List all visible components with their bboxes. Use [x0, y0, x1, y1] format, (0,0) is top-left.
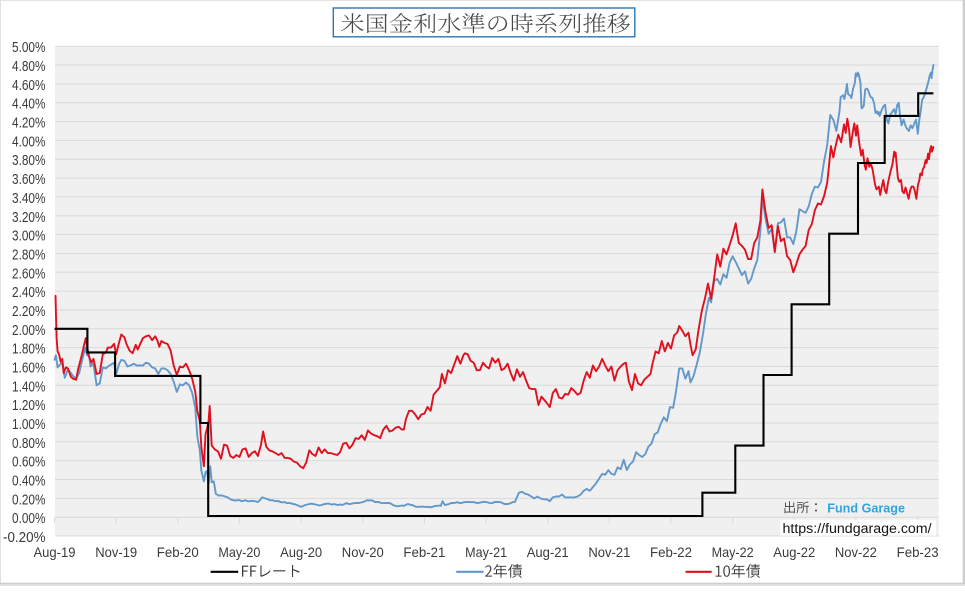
svg-text:3.80%: 3.80%: [12, 153, 46, 169]
svg-text:1.00%: 1.00%: [12, 417, 46, 433]
svg-text:Nov-21: Nov-21: [588, 544, 630, 560]
svg-text:Aug-20: Aug-20: [280, 544, 322, 560]
svg-text:2.00%: 2.00%: [12, 323, 46, 339]
svg-text:1.20%: 1.20%: [12, 398, 46, 414]
svg-text:0.40%: 0.40%: [12, 474, 46, 490]
svg-text:Fund Garage: Fund Garage: [827, 501, 905, 515]
svg-text:Feb-22: Feb-22: [650, 544, 692, 560]
svg-text:Nov-22: Nov-22: [835, 544, 877, 560]
svg-text:2.40%: 2.40%: [12, 285, 46, 301]
svg-text:Feb-21: Feb-21: [403, 544, 445, 560]
svg-text:1.80%: 1.80%: [12, 342, 46, 358]
svg-text:Feb-20: Feb-20: [157, 544, 199, 560]
svg-text:Nov-19: Nov-19: [95, 544, 137, 560]
svg-text:0.00%: 0.00%: [12, 511, 46, 527]
svg-text:3.20%: 3.20%: [12, 210, 46, 226]
svg-text:4.40%: 4.40%: [12, 97, 46, 113]
svg-text:3.00%: 3.00%: [12, 229, 46, 245]
svg-text:1.40%: 1.40%: [12, 379, 46, 395]
svg-text:2.20%: 2.20%: [12, 304, 46, 320]
svg-text:3.40%: 3.40%: [12, 191, 46, 207]
svg-text:5.00%: 5.00%: [12, 40, 46, 56]
svg-text:4.60%: 4.60%: [12, 78, 46, 94]
svg-text:https://fundgarage.com/: https://fundgarage.com/: [783, 521, 932, 537]
svg-text:-0.20%: -0.20%: [3, 530, 46, 546]
svg-text:Aug-21: Aug-21: [527, 544, 569, 560]
svg-text:Nov-20: Nov-20: [342, 544, 384, 560]
svg-text:4.20%: 4.20%: [12, 116, 46, 132]
svg-text:1.60%: 1.60%: [12, 361, 46, 377]
svg-text:May-21: May-21: [465, 544, 507, 560]
svg-text:3.60%: 3.60%: [12, 172, 46, 188]
svg-text:Aug-19: Aug-19: [34, 544, 76, 560]
svg-text:Aug-22: Aug-22: [773, 544, 815, 560]
svg-text:May-22: May-22: [712, 544, 754, 560]
svg-text:0.80%: 0.80%: [12, 436, 46, 452]
svg-text:0.60%: 0.60%: [12, 455, 46, 471]
svg-text:May-20: May-20: [218, 544, 260, 560]
svg-text:2.60%: 2.60%: [12, 266, 46, 282]
svg-text:2.80%: 2.80%: [12, 247, 46, 263]
svg-text:4.80%: 4.80%: [12, 59, 46, 75]
svg-text:0.20%: 0.20%: [12, 492, 46, 508]
svg-text:Feb-23: Feb-23: [897, 544, 939, 560]
svg-text:4.00%: 4.00%: [12, 134, 46, 150]
